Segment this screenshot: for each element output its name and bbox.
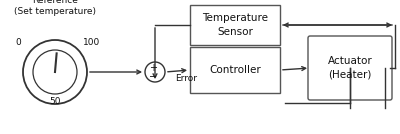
- Circle shape: [145, 62, 165, 82]
- Text: +: +: [149, 63, 157, 73]
- FancyBboxPatch shape: [190, 47, 280, 93]
- Text: 50: 50: [49, 97, 61, 106]
- FancyBboxPatch shape: [190, 5, 280, 45]
- Text: Error: Error: [175, 74, 197, 83]
- Text: −: −: [149, 72, 157, 82]
- Text: Temperature
Sensor: Temperature Sensor: [202, 13, 268, 37]
- Text: Controller: Controller: [209, 65, 261, 75]
- FancyBboxPatch shape: [308, 36, 392, 100]
- Text: Actuator
(Heater): Actuator (Heater): [328, 56, 372, 80]
- Text: 0: 0: [15, 38, 21, 47]
- Text: 100: 100: [83, 38, 101, 47]
- Text: Reference
(Set temperature): Reference (Set temperature): [14, 0, 96, 16]
